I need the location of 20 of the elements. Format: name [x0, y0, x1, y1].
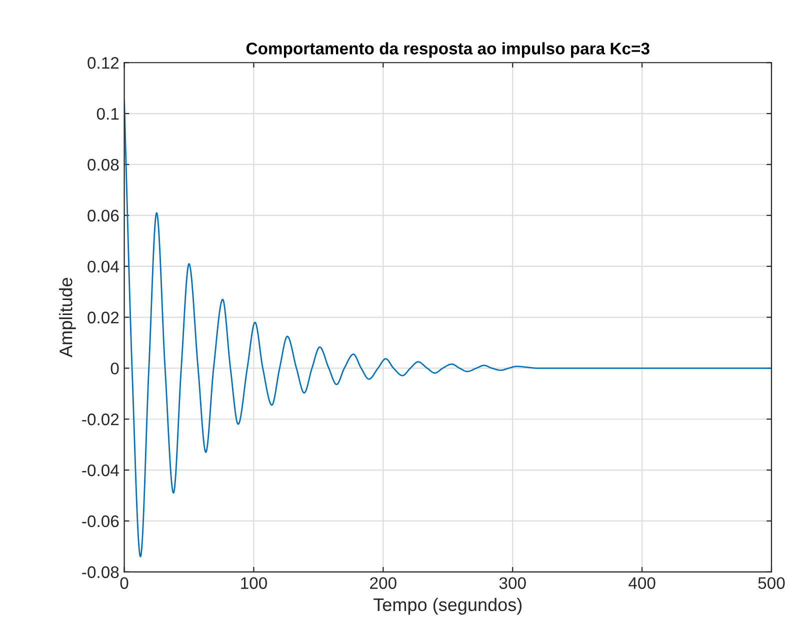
y-tick-label: -0.04 [82, 464, 119, 476]
y-tick-label: 0.02 [88, 312, 119, 324]
y-tick-label: 0.1 [96, 108, 119, 120]
y-tick-label: 0.04 [88, 260, 119, 273]
x-tick-label: 100 [241, 577, 267, 590]
y-tick-label: 0.08 [88, 158, 119, 171]
x-axis-title: Tempo (segundos) [374, 598, 522, 615]
x-tick-label: 400 [628, 577, 656, 590]
chart-title: Comportamento da resposta ao impulso para Kc=3 [246, 42, 650, 58]
x-tick-label: 0 [120, 577, 128, 590]
y-tick-label: -0.08 [82, 566, 119, 578]
y-tick-label: -0.02 [82, 414, 119, 426]
y-tick-label: -0.06 [82, 515, 119, 528]
y-tick-label: 0.06 [88, 210, 119, 222]
x-tick-label: 500 [758, 577, 785, 590]
y-tick-label: 0 [110, 362, 119, 374]
y-tick-label: 0.12 [88, 57, 119, 69]
x-tick-label: 200 [370, 577, 396, 590]
x-tick-label: 300 [499, 577, 526, 590]
y-axis-title: Amplitude [59, 278, 76, 358]
